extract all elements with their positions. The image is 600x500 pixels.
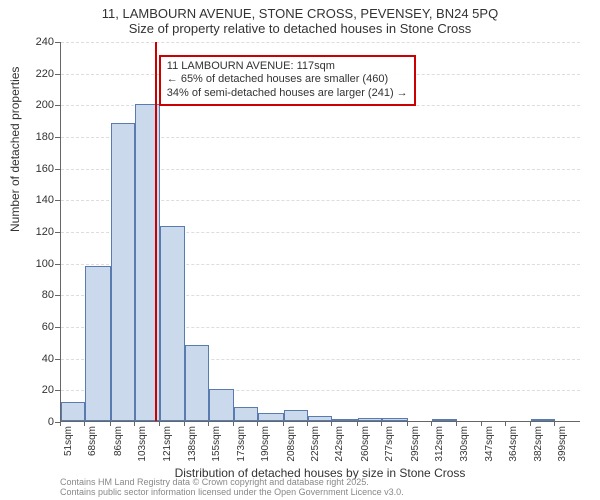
bar — [531, 419, 555, 421]
x-tick-label: 86sqm — [113, 426, 124, 456]
x-tick-label: 51sqm — [63, 426, 74, 456]
marker-line — [155, 42, 157, 421]
annotation-box: 11 LAMBOURN AVENUE: 117sqm ← 65% of deta… — [159, 55, 416, 106]
x-tick-mark — [110, 421, 111, 426]
bar — [284, 410, 308, 421]
x-tick-mark — [357, 421, 358, 426]
bar — [111, 123, 135, 421]
bar — [358, 418, 382, 421]
x-tick-label: 155sqm — [211, 426, 222, 462]
y-tick-label: 240 — [14, 36, 54, 48]
x-tick-label: 68sqm — [87, 426, 98, 456]
y-tick-label: 0 — [14, 416, 54, 428]
x-tick-mark — [331, 421, 332, 426]
x-tick-label: 121sqm — [162, 426, 173, 462]
x-tick-label: 173sqm — [236, 426, 247, 462]
x-tick-label: 382sqm — [533, 426, 544, 462]
x-tick-label: 208sqm — [286, 426, 297, 462]
annotation-line3: 34% of semi-detached houses are larger (… — [167, 87, 408, 101]
x-tick-mark — [134, 421, 135, 426]
bar — [258, 413, 284, 421]
y-tick-label: 140 — [14, 194, 54, 206]
y-tick-label: 40 — [14, 353, 54, 365]
y-tick-label: 160 — [14, 163, 54, 175]
y-tick-label: 180 — [14, 131, 54, 143]
x-tick-mark — [84, 421, 85, 426]
x-tick-label: 225sqm — [310, 426, 321, 462]
bar — [308, 416, 332, 421]
footer-line2: Contains public sector information licen… — [60, 488, 404, 498]
bar — [61, 402, 85, 421]
x-tick-mark — [159, 421, 160, 426]
y-tick-label: 120 — [14, 226, 54, 238]
chart-container: 11, LAMBOURN AVENUE, STONE CROSS, PEVENS… — [0, 0, 600, 500]
x-tick-mark — [307, 421, 308, 426]
plot-area: 11 LAMBOURN AVENUE: 117sqm ← 65% of deta… — [60, 42, 580, 422]
x-tick-label: 330sqm — [459, 426, 470, 462]
x-tick-label: 138sqm — [187, 426, 198, 462]
x-tick-label: 295sqm — [410, 426, 421, 462]
bar — [432, 419, 458, 421]
annotation-line2: ← 65% of detached houses are smaller (46… — [167, 73, 408, 87]
y-tick-label: 200 — [14, 99, 54, 111]
x-tick-mark — [184, 421, 185, 426]
x-tick-label: 347sqm — [484, 426, 495, 462]
x-tick-label: 103sqm — [137, 426, 148, 462]
x-tick-mark — [233, 421, 234, 426]
x-tick-mark — [554, 421, 555, 426]
bar — [85, 266, 111, 421]
bar — [234, 407, 258, 421]
y-tick-label: 20 — [14, 384, 54, 396]
chart-title-line1: 11, LAMBOURN AVENUE, STONE CROSS, PEVENS… — [0, 0, 600, 21]
bar — [160, 226, 184, 421]
bar — [209, 389, 235, 421]
x-tick-mark — [407, 421, 408, 426]
x-tick-mark — [257, 421, 258, 426]
x-tick-mark — [208, 421, 209, 426]
y-tick-label: 60 — [14, 321, 54, 333]
bar — [185, 345, 209, 421]
x-tick-mark — [431, 421, 432, 426]
y-tick-label: 100 — [14, 258, 54, 270]
annotation-line1: 11 LAMBOURN AVENUE: 117sqm — [167, 60, 408, 74]
y-axis: 020406080100120140160180200220240 — [0, 42, 60, 422]
x-tick-label: 277sqm — [384, 426, 395, 462]
x-tick-label: 242sqm — [334, 426, 345, 462]
x-tick-label: 364sqm — [508, 426, 519, 462]
x-tick-mark — [283, 421, 284, 426]
footer: Contains HM Land Registry data © Crown c… — [60, 478, 404, 498]
x-tick-label: 190sqm — [260, 426, 271, 462]
bar — [332, 419, 358, 421]
chart-title-line2: Size of property relative to detached ho… — [0, 21, 600, 40]
y-tick-label: 80 — [14, 289, 54, 301]
x-tick-label: 312sqm — [434, 426, 445, 462]
x-tick-mark — [381, 421, 382, 426]
x-tick-mark — [530, 421, 531, 426]
x-tick-label: 399sqm — [557, 426, 568, 462]
bar — [382, 418, 408, 421]
y-tick-label: 220 — [14, 68, 54, 80]
x-tick-mark — [60, 421, 61, 426]
x-axis: Distribution of detached houses by size … — [60, 422, 580, 482]
x-tick-label: 260sqm — [360, 426, 371, 462]
x-tick-mark — [505, 421, 506, 426]
x-tick-mark — [456, 421, 457, 426]
x-tick-mark — [481, 421, 482, 426]
